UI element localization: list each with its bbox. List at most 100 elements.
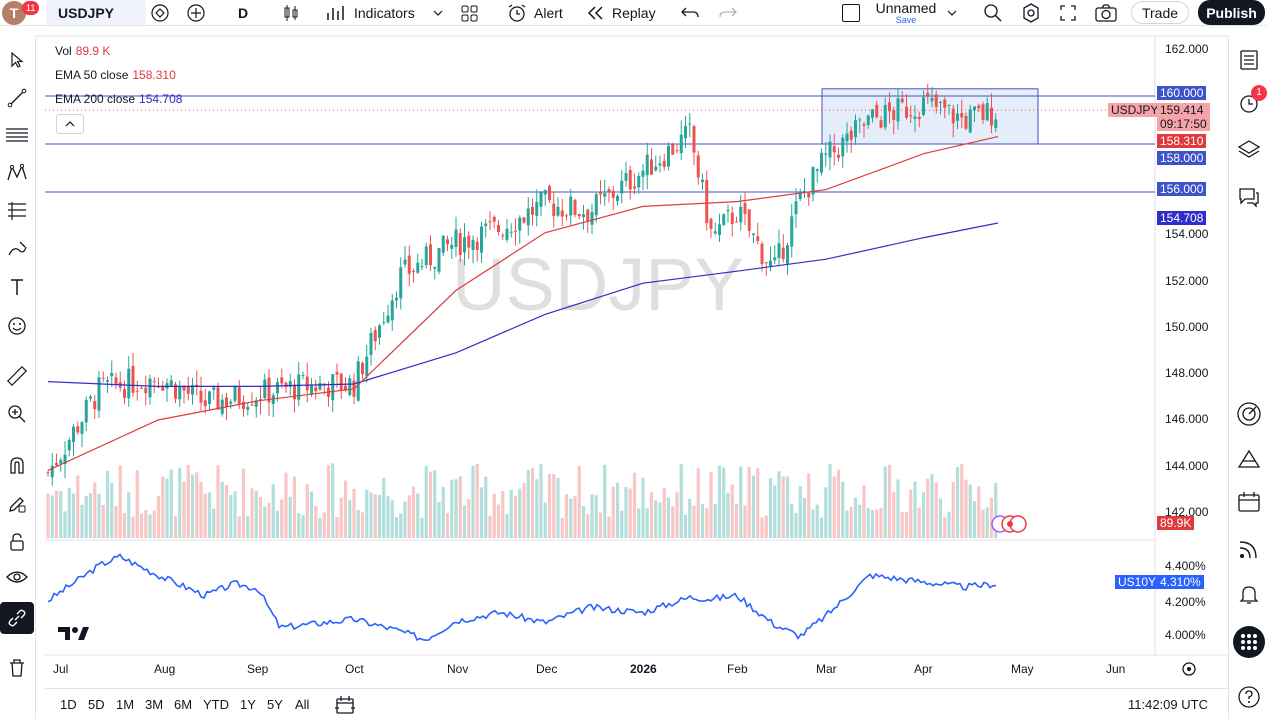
redo-icon[interactable] — [718, 0, 738, 25]
range-highlight-box[interactable] — [821, 88, 1039, 145]
candle — [203, 389, 207, 414]
legend-ema200[interactable]: EMA 200 close 154.708 — [55, 92, 182, 106]
chevron-down-icon[interactable] — [432, 0, 444, 25]
link-icon[interactable] — [0, 602, 34, 634]
legend-volume[interactable]: Vol 89.9 K — [55, 44, 110, 58]
candlestick-series[interactable] — [46, 83, 998, 486]
broadcast-icon[interactable] — [1235, 535, 1263, 563]
events-icons[interactable] — [991, 515, 1027, 533]
publish-button[interactable]: Publish — [1198, 0, 1265, 25]
bell-icon[interactable] — [1235, 580, 1263, 608]
candle — [539, 190, 543, 216]
range-button[interactable]: 1Y — [240, 697, 256, 712]
tradingview-logo[interactable] — [58, 627, 89, 640]
add-symbol-icon[interactable] — [186, 0, 206, 25]
candle — [348, 374, 352, 397]
brush-icon[interactable] — [4, 236, 30, 262]
range-button[interactable]: 1M — [116, 697, 135, 712]
layouts-grid-icon[interactable] — [460, 0, 480, 25]
ema200-line[interactable] — [47, 222, 999, 387]
clock-display[interactable]: 11:42:09 UTC — [1128, 697, 1208, 712]
candle — [191, 377, 194, 405]
candle — [152, 376, 156, 394]
candle — [951, 104, 955, 138]
layout-name-button[interactable]: Unnamed Save — [870, 0, 942, 25]
alerts-clock-icon[interactable] — [1235, 89, 1263, 117]
trade-button[interactable]: Trade — [1131, 1, 1189, 24]
chat-icon[interactable] — [1235, 183, 1263, 211]
candle — [135, 380, 139, 401]
volume-bar — [607, 516, 611, 538]
volume-bar — [233, 491, 237, 538]
candle — [977, 103, 981, 113]
candle — [297, 361, 301, 407]
candle — [543, 189, 547, 206]
time-axis-settings-icon[interactable] — [1182, 662, 1196, 676]
alert-button[interactable]: Alert — [506, 0, 563, 25]
add-compare-symbol-icon[interactable] — [150, 0, 170, 25]
triangle-chart-icon[interactable] — [1235, 445, 1263, 473]
candle — [463, 223, 466, 266]
us10y-line[interactable] — [47, 553, 997, 642]
legend-collapse-chevron-icon[interactable] — [56, 114, 84, 134]
candle — [229, 398, 233, 409]
camera-snapshot-icon[interactable] — [1094, 0, 1118, 25]
candle — [420, 258, 424, 271]
bond-symbol-tag: US10Y — [1115, 575, 1160, 589]
watchlist-icon[interactable] — [1235, 46, 1263, 74]
volume-bar — [543, 502, 547, 538]
lock-icon[interactable] — [4, 529, 30, 555]
calendar-icon[interactable] — [1235, 488, 1263, 516]
pattern-icon[interactable] — [4, 160, 30, 186]
volume-bar — [505, 514, 509, 538]
range-button[interactable]: All — [295, 697, 310, 712]
volume-bar — [662, 488, 666, 538]
indicators-button[interactable]: Indicators — [326, 0, 415, 25]
quick-search-icon[interactable] — [982, 0, 1004, 25]
trash-icon[interactable] — [4, 655, 30, 681]
settings-gear-icon[interactable] — [1020, 0, 1042, 25]
layout-checkbox-icon[interactable] — [842, 0, 860, 25]
price-axis-label: 148.000 — [1165, 366, 1209, 380]
range-button[interactable]: 1D — [60, 697, 77, 712]
volume-bar — [326, 465, 331, 538]
magnet-icon[interactable] — [4, 453, 30, 479]
range-button[interactable]: YTD — [203, 697, 229, 712]
candle — [739, 194, 743, 231]
ema50-line[interactable] — [47, 136, 999, 471]
cursor-arrow-icon[interactable] — [4, 47, 30, 73]
horizontal-lines-icon[interactable] — [4, 122, 30, 148]
eye-icon[interactable] — [4, 564, 30, 590]
trend-line-icon[interactable] — [4, 85, 30, 111]
range-button[interactable]: 3M — [145, 697, 164, 712]
target-icon[interactable] — [1235, 400, 1263, 428]
interval-button[interactable]: D — [238, 4, 249, 21]
volume-bar — [794, 512, 798, 538]
symbol-search-button[interactable]: USDJPY — [46, 0, 146, 25]
legend-ema50[interactable]: EMA 50 close 158.310 — [55, 68, 176, 82]
apps-grid-icon[interactable] — [1233, 626, 1265, 658]
candle — [756, 222, 760, 245]
zoom-in-icon[interactable] — [4, 401, 30, 427]
range-button[interactable]: 5Y — [267, 697, 283, 712]
undo-icon[interactable] — [680, 0, 700, 25]
volume-bar — [352, 488, 356, 538]
candle — [866, 114, 870, 129]
layout-menu-chevron-icon[interactable] — [946, 0, 958, 25]
fib-retracement-icon[interactable] — [4, 198, 30, 224]
date-range-calendar-icon[interactable] — [334, 695, 356, 720]
replay-button[interactable]: Replay — [586, 0, 656, 25]
emoji-icon[interactable] — [4, 313, 30, 339]
candles-chart-type-icon[interactable] — [282, 0, 300, 25]
candle — [913, 105, 917, 133]
text-tool-icon[interactable] — [4, 274, 30, 300]
volume-bar — [913, 481, 917, 538]
ruler-icon[interactable] — [4, 363, 30, 389]
lock-pencil-icon[interactable] — [4, 491, 30, 517]
help-icon[interactable] — [1235, 683, 1263, 711]
layers-icon[interactable] — [1235, 136, 1263, 164]
range-button[interactable]: 5D — [88, 697, 105, 712]
fullscreen-icon[interactable] — [1058, 0, 1078, 25]
range-button[interactable]: 6M — [174, 697, 193, 712]
